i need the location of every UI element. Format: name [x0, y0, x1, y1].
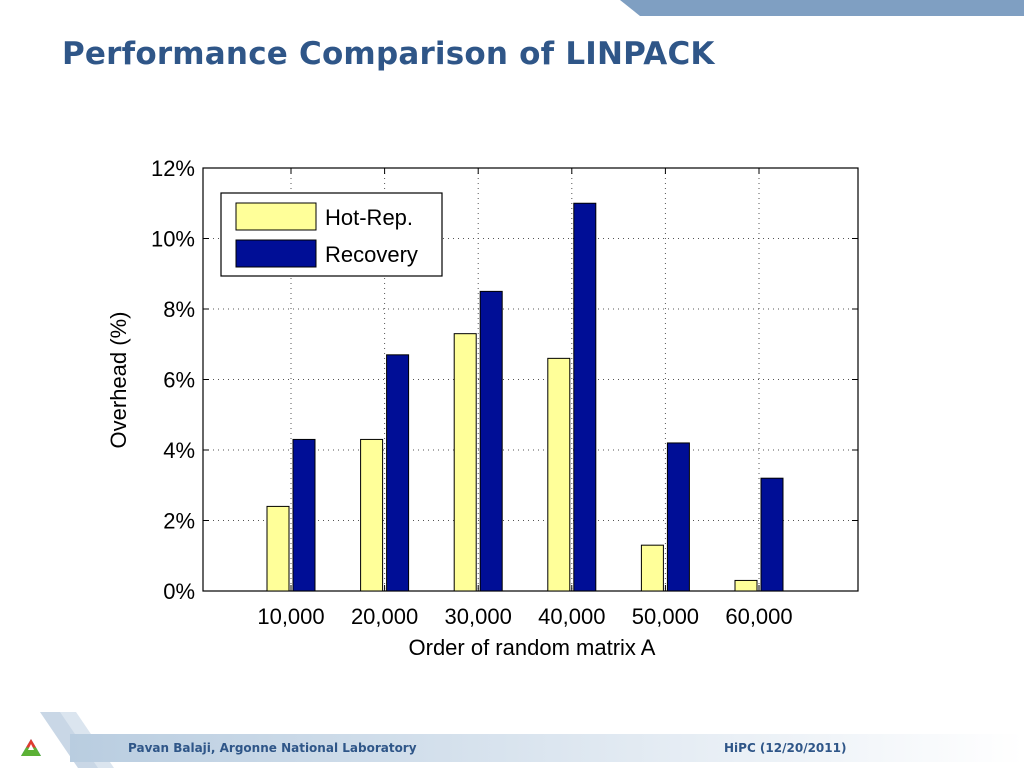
bar-recovery-20-000 [386, 354, 410, 592]
bar-hot-rep-20-000 [360, 438, 384, 592]
x-tick-label-10-000: 10,000 [257, 604, 324, 629]
bar-hot-rep-60-000 [734, 579, 758, 592]
x-tick-label-20-000: 20,000 [351, 604, 418, 629]
y-tick-label-10: 10% [151, 227, 195, 252]
y-tick-label-6: 6% [163, 368, 195, 393]
y-axis-label: Overhead (%) [106, 312, 131, 449]
x-tick-labels: 10,000 20,000 30,000 40,000 50,000 60,000 [257, 604, 792, 629]
y-tick-label-4: 4% [163, 438, 195, 463]
y-tick-label-2: 2% [163, 509, 195, 534]
bar-recovery-10-000 [292, 438, 316, 592]
bar-recovery-50-000 [666, 442, 690, 592]
bar-recovery-60-000 [760, 477, 784, 592]
x-tick-label-30-000: 30,000 [445, 604, 512, 629]
y-tick-label-8: 8% [163, 297, 195, 322]
header-band [620, 0, 1024, 16]
y-tick-labels: 0% 2% 4% 6% 8% 10% 12% [151, 156, 195, 604]
bar-hot-rep-30-000 [453, 333, 477, 592]
legend: Hot-Rep. Recovery [220, 192, 443, 277]
legend-swatch-hot-rep [235, 202, 317, 231]
legend-label-hot-rep: Hot-Rep. [325, 205, 413, 230]
bar-recovery-40-000 [573, 202, 597, 592]
bar-hot-rep-50-000 [640, 544, 664, 592]
y-tick-label-0: 0% [163, 579, 195, 604]
legend-label-recovery: Recovery [325, 242, 418, 267]
slide-title: Performance Comparison of LINPACK [62, 36, 715, 72]
x-tick-label-60-000: 60,000 [725, 604, 792, 629]
y-tick-label-12: 12% [151, 156, 195, 181]
x-tick-label-40-000: 40,000 [538, 604, 605, 629]
x-axis-label: Order of random matrix A [409, 635, 656, 660]
bar-hot-rep-40-000 [547, 357, 571, 592]
legend-swatch-recovery [235, 239, 317, 268]
bar-recovery-30-000 [479, 290, 503, 592]
footer-author: Pavan Balaji, Argonne National Laborator… [128, 741, 417, 755]
footer-band [40, 712, 1024, 768]
argonne-logo [21, 739, 41, 756]
x-tick-label-50-000: 50,000 [632, 604, 699, 629]
bars [266, 202, 784, 592]
chart: 0% 2% 4% 6% 8% 10% 12% 10,000 20,000 30,000 40,00… [106, 156, 859, 660]
footer-event: HiPC (12/20/2011) [724, 741, 847, 755]
bar-hot-rep-10-000 [266, 505, 290, 592]
